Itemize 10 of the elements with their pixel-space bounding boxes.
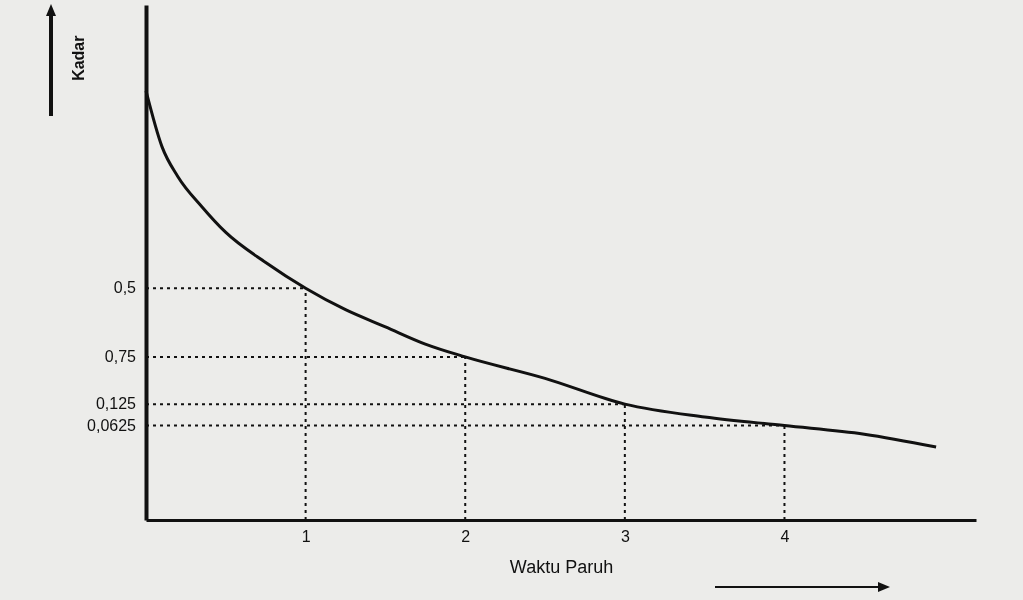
x-tick-label: 2 [461,527,471,545]
text: 0,5 [113,279,137,297]
x-tick-label: 4 [780,527,790,545]
text: 0,75 [104,347,137,365]
text: 0,0625 [87,416,137,434]
y-axis-title: Kadar [69,35,87,81]
x-tick-label: 1 [301,527,311,545]
x-tick-label: 3 [620,527,630,545]
text: 0,125 [95,395,137,413]
x-axis-title: Waktu Paruh [509,556,614,577]
